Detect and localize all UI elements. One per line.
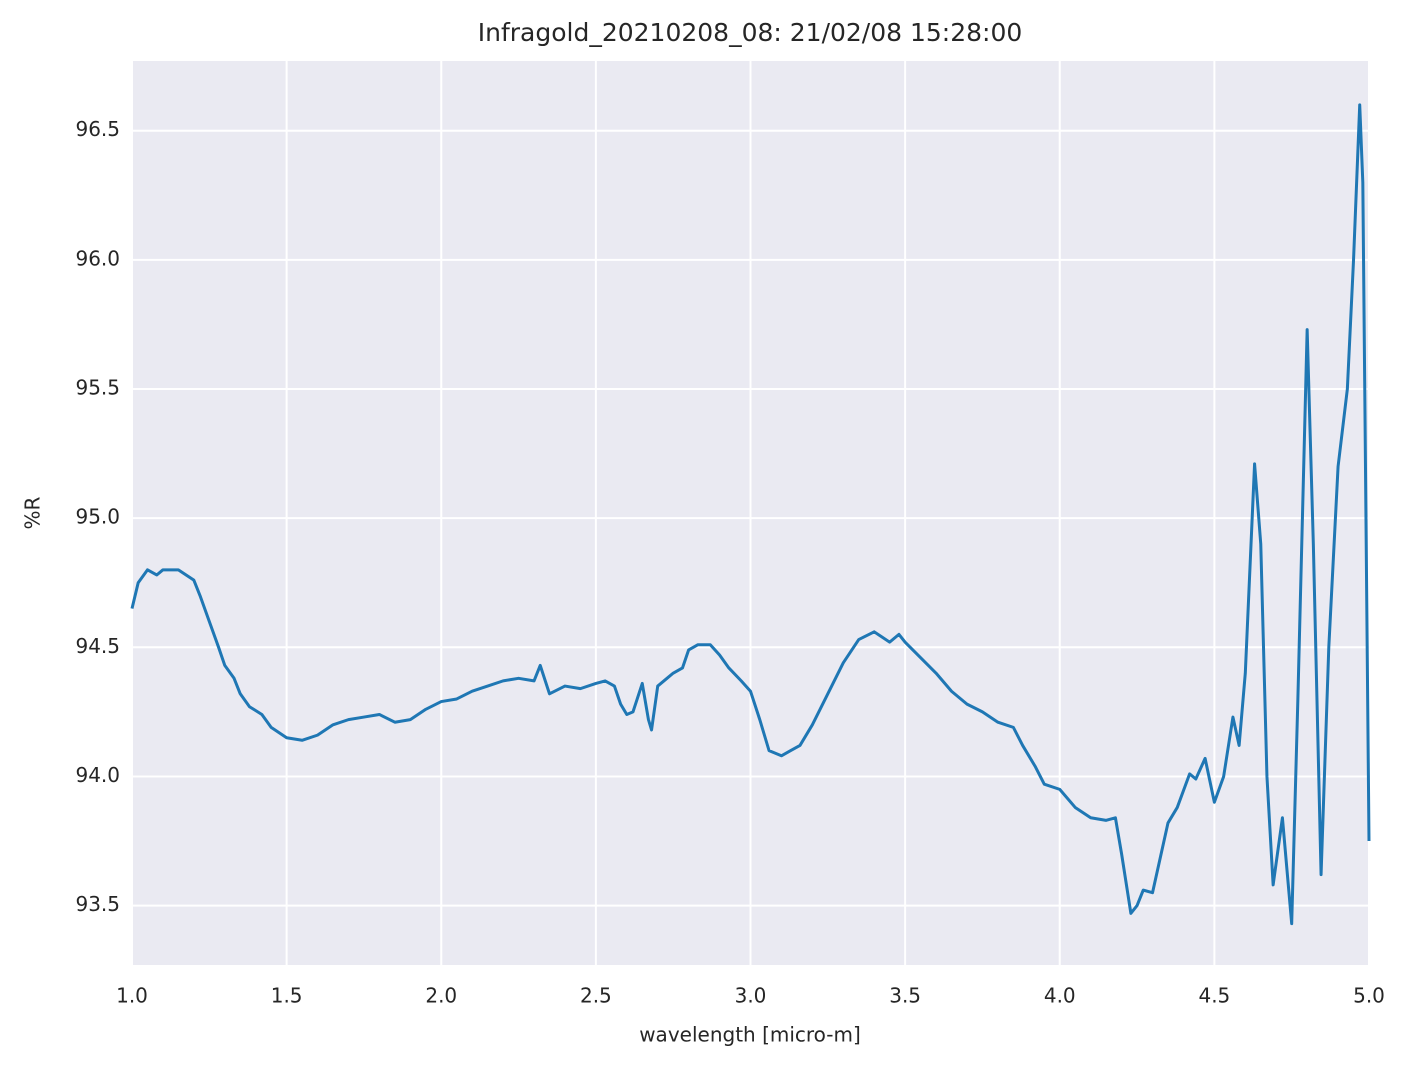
x-tick-label: 2.0	[425, 984, 457, 1008]
y-tick-label: 96.5	[75, 117, 120, 141]
x-tick-label: 4.5	[1198, 984, 1230, 1008]
x-tick-label: 3.5	[889, 984, 921, 1008]
x-tick-label: 1.0	[116, 984, 148, 1008]
x-tick-label: 4.0	[1044, 984, 1076, 1008]
y-axis-label: %R	[21, 496, 45, 529]
data-line	[130, 103, 1371, 926]
y-tick-label: 94.5	[75, 634, 120, 658]
x-tick-label: 5.0	[1353, 984, 1385, 1008]
y-tick-label: 94.0	[75, 763, 120, 787]
x-tick-label: 2.5	[580, 984, 612, 1008]
x-axis-label: wavelength [micro-m]	[639, 1023, 861, 1047]
chart-title: Infragold_20210208_08: 21/02/08 15:28:00	[478, 18, 1023, 47]
x-tick-label: 1.5	[271, 984, 303, 1008]
y-tick-label: 93.5	[75, 892, 120, 916]
x-tick-label: 3.0	[735, 984, 767, 1008]
y-tick-label: 95.0	[75, 505, 120, 529]
y-tick-label: 96.0	[75, 246, 120, 270]
y-tick-label: 95.5	[75, 376, 120, 400]
